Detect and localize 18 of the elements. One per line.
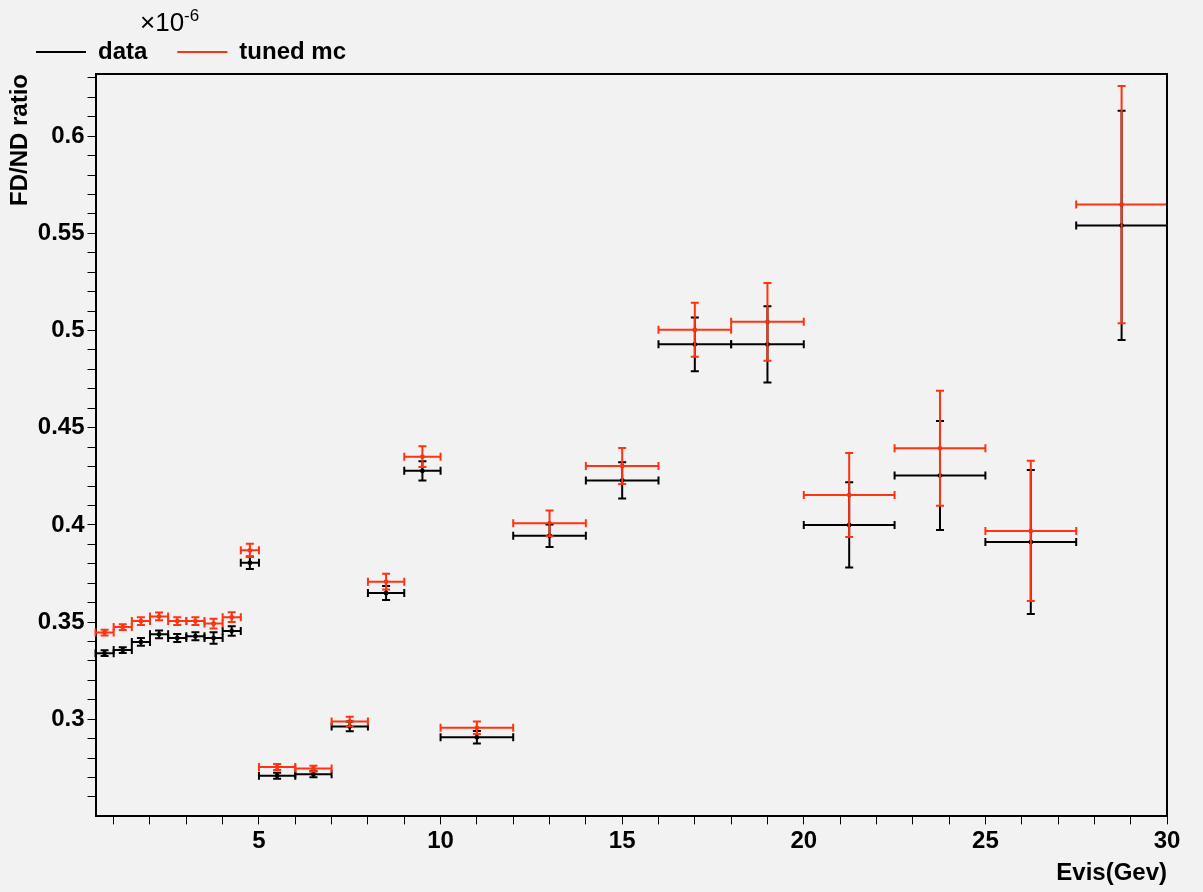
x-axis-title: Evis(Gev) [1056, 858, 1167, 886]
y-tick-label: 0.6 [51, 120, 85, 148]
x-tick-label: 5 [252, 826, 266, 854]
y-tick-label: 0.4 [51, 509, 86, 537]
x-tick-label: 25 [972, 826, 999, 854]
x-tick-label: 15 [608, 826, 636, 854]
y-tick-label: 0.5 [51, 315, 85, 343]
text: ×10$^{-6}$ [140, 6, 200, 38]
y-tick-label: 0.55 [37, 217, 85, 245]
legend-label: tuned mc [239, 36, 347, 64]
x-tick-label: 30 [1153, 826, 1181, 854]
x-tick-label: 20 [790, 826, 818, 854]
legend-label: data [98, 36, 148, 64]
y-tick-label: 0.35 [37, 606, 85, 634]
y-tick-label: 0.3 [51, 703, 85, 731]
x-tick-label: 10 [427, 826, 454, 854]
y-axis-title: FD/ND ratio [5, 74, 33, 206]
y-tick-label: 0.45 [37, 412, 85, 440]
